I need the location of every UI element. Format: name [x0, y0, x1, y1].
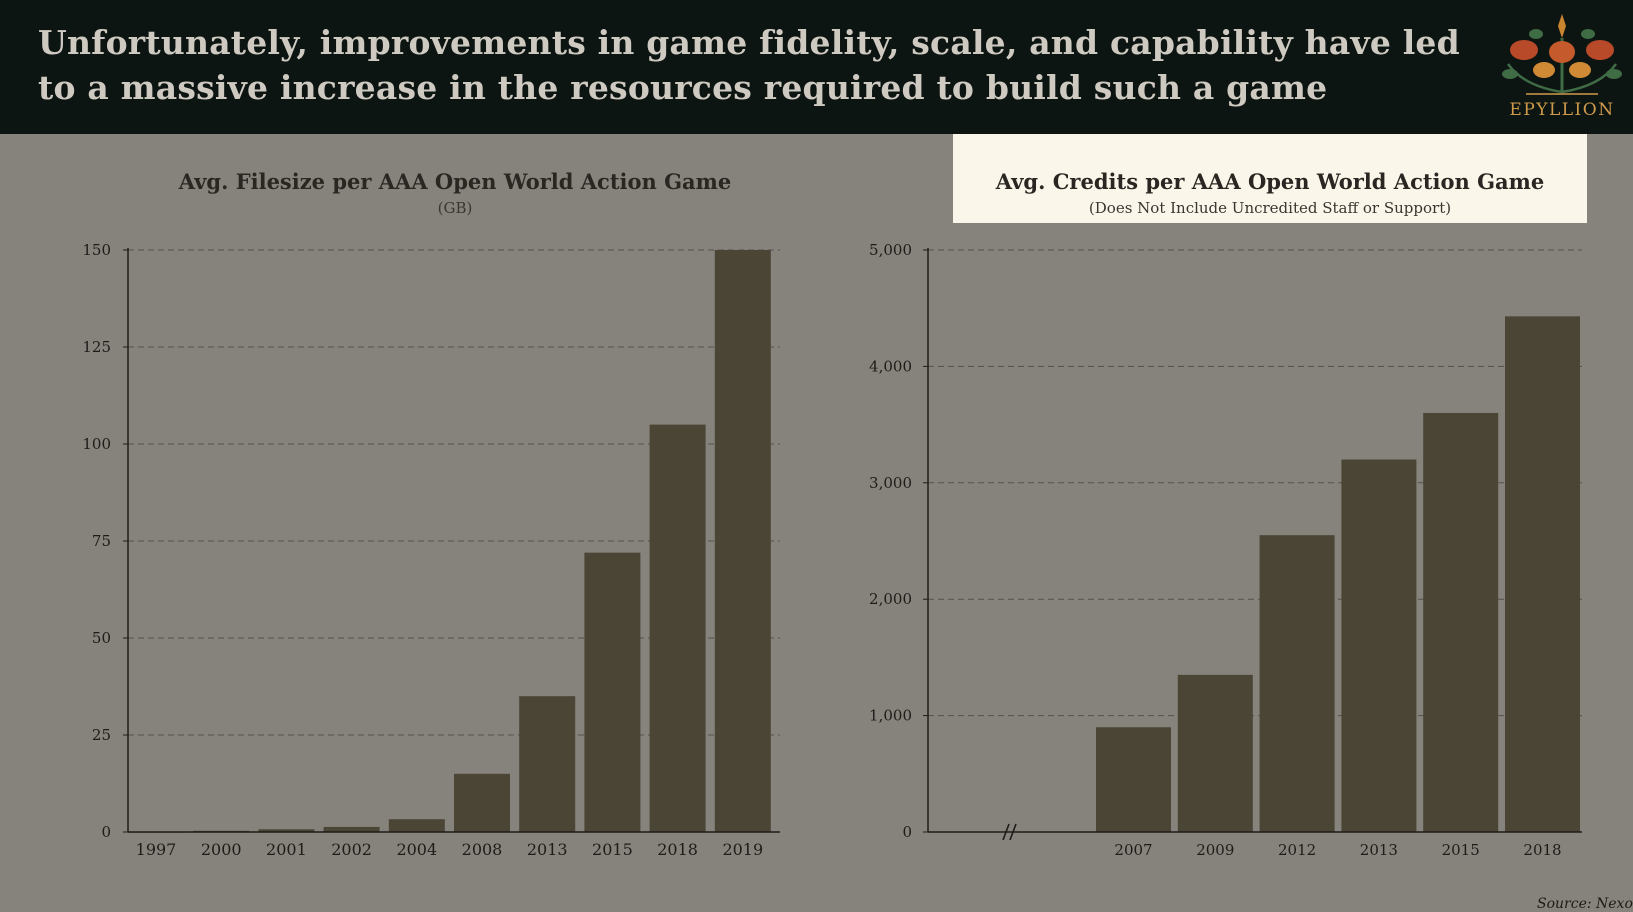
- filesize-y-tick-label: 25: [92, 726, 111, 744]
- filesize-x-tick-label: 2002: [331, 840, 372, 859]
- filesize-x-tick-label: 2018: [657, 840, 698, 859]
- credits-x-tick-label: 2013: [1360, 841, 1398, 859]
- filesize-y-tick-label: 0: [101, 823, 111, 841]
- credits-x-tick-label: 2007: [1114, 841, 1152, 859]
- filesize-bar-2001: [258, 829, 315, 832]
- filesize-y-tick-label: 75: [92, 532, 111, 550]
- filesize-x-tick-label: 2013: [527, 840, 568, 859]
- credits-y-tick-label: 4,000: [869, 357, 912, 375]
- filesize-y-tick-label: 125: [82, 338, 111, 356]
- credits-y-tick-label: 1,000: [869, 707, 912, 725]
- credits-bar-2009: [1177, 674, 1253, 832]
- epyllion-logo: EPYLLION: [1496, 8, 1628, 126]
- credits-x-tick-label: 2018: [1523, 841, 1561, 859]
- filesize-x-tick-label: 1997: [136, 840, 177, 859]
- filesize-x-tick-label: 2008: [462, 840, 503, 859]
- filesize-bar-2008: [454, 773, 510, 832]
- filesize-bar-2002: [323, 826, 380, 832]
- filesize-bar-2019: [714, 250, 771, 832]
- slide-header: Unfortunately, improvements in game fide…: [0, 0, 1633, 134]
- filesize-x-tick-label: 2019: [722, 840, 763, 859]
- credits-bar-2015: [1423, 412, 1499, 832]
- credits-y-tick-label: 0: [902, 823, 912, 841]
- credits-chart-title: Avg. Credits per AAA Open World Action G…: [995, 169, 1545, 194]
- credits-y-tick-label: 5,000: [869, 241, 912, 259]
- filesize-x-tick-label: 2015: [592, 840, 633, 859]
- filesize-chart-title: Avg. Filesize per AAA Open World Action …: [178, 169, 732, 194]
- credits-x-tick-label: 2012: [1278, 841, 1316, 859]
- credits-bar-2013: [1341, 459, 1417, 832]
- credits-bar-2012: [1259, 535, 1335, 832]
- filesize-bar-2004: [388, 819, 445, 832]
- filesize-x-tick-label: 2001: [266, 840, 307, 859]
- filesize-bar-2015: [584, 552, 641, 832]
- filesize-chart-subtitle: (GB): [437, 199, 473, 217]
- filesize-x-tick-label: 2000: [201, 840, 242, 859]
- floral-logo-icon: [1502, 14, 1622, 95]
- filesize-y-tick-label: 150: [82, 241, 111, 259]
- credits-x-tick-label: 2015: [1442, 841, 1480, 859]
- filesize-x-tick-label: 2004: [396, 840, 437, 859]
- logo-text: EPYLLION: [1509, 100, 1615, 120]
- filesize-y-tick-label: 50: [92, 629, 111, 647]
- credits-bar-2007: [1096, 727, 1171, 832]
- credits-y-tick-label: 3,000: [869, 474, 912, 492]
- credits-y-tick-label: 2,000: [869, 590, 912, 608]
- slide-headline: Unfortunately, improvements in game fide…: [38, 23, 1460, 107]
- source-note: Source: Nexon: [1537, 896, 1633, 912]
- credits-chart-subtitle: (Does Not Include Uncredited Staff or Su…: [1088, 199, 1452, 217]
- filesize-bar-2013: [519, 696, 576, 832]
- credits-axis-break-mark: [1009, 823, 1017, 841]
- credits-bar-2018: [1505, 316, 1580, 832]
- credits-x-tick-label: 2009: [1196, 841, 1234, 859]
- credits-title-highlight: [953, 134, 1587, 223]
- filesize-y-tick-label: 100: [82, 435, 111, 453]
- filesize-bar-2018: [649, 424, 706, 832]
- credits-axis-break-mark: [1002, 823, 1010, 841]
